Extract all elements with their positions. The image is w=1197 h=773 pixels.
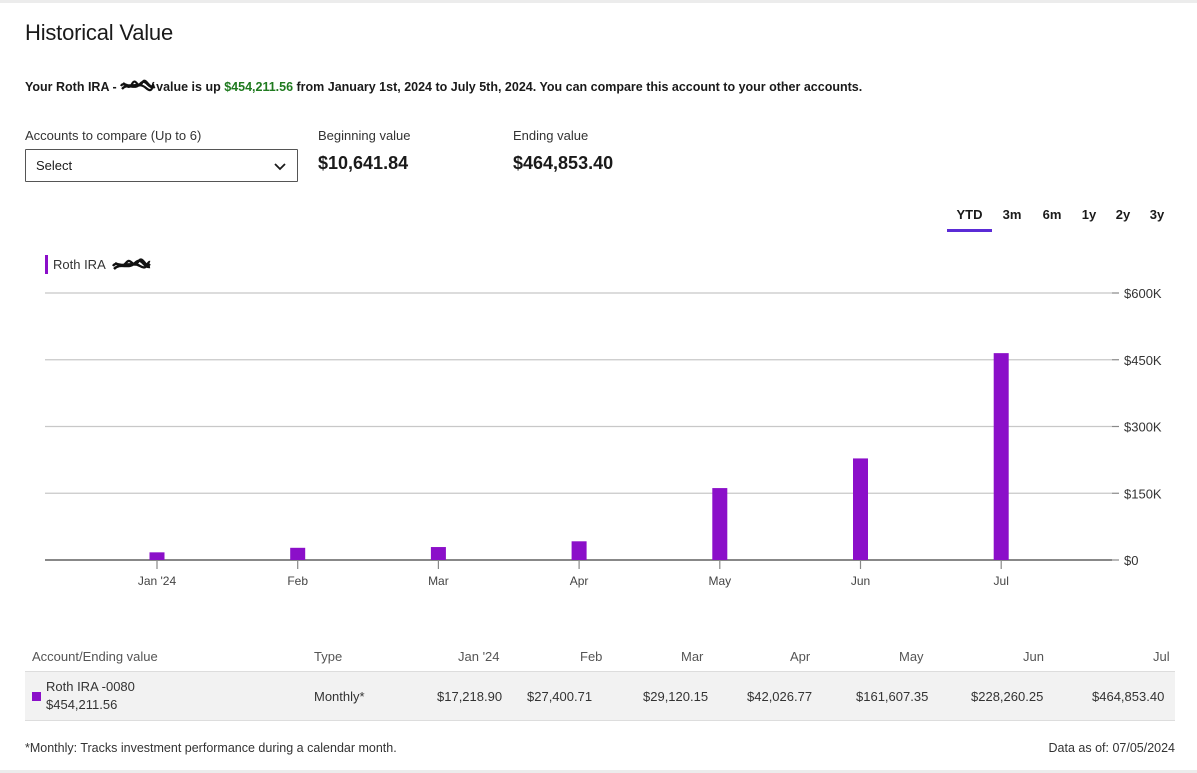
chart-legend: Roth IRA xyxy=(45,255,152,274)
x-tick-label: Mar xyxy=(428,574,449,588)
x-tick-label: Apr xyxy=(570,574,589,588)
historical-value-chart: $0 $150K $300K $450K $600K Jan '24 Feb Mar Apr M… xyxy=(45,286,1162,588)
y-tick-label: $600K xyxy=(1124,286,1162,301)
performance-summary: Your Roth IRA - value is up $454,211.56 … xyxy=(25,79,862,94)
ending-value: $464,853.40 xyxy=(513,153,614,173)
beginning-value-label: Beginning value xyxy=(318,128,411,143)
tab-2y[interactable]: 2y xyxy=(1115,207,1131,222)
tab-1y[interactable]: 1y xyxy=(1081,207,1097,222)
row-swatch xyxy=(32,692,41,701)
bar-1[interactable] xyxy=(290,547,306,560)
row-value-jul: $464,853.40 xyxy=(1092,689,1165,704)
y-tick-label: $0 xyxy=(1124,553,1138,568)
x-tick-label: Jan '24 xyxy=(138,574,177,588)
header-jan: Jan '24 xyxy=(458,649,500,664)
chevron-down-icon xyxy=(274,163,286,171)
bar-3[interactable] xyxy=(571,541,587,560)
tab-6m[interactable]: 6m xyxy=(1042,207,1062,222)
x-tick-label: Jul xyxy=(994,574,1009,588)
chart-gridlines xyxy=(45,292,1119,561)
header-account: Account/Ending value xyxy=(32,649,158,664)
row-account-name: Roth IRA -0080 xyxy=(46,679,135,694)
redaction-scribble xyxy=(120,79,156,92)
x-tick-label: Feb xyxy=(287,574,308,588)
row-value-jun: $228,260.25 xyxy=(971,689,1044,704)
y-tick-label: $150K xyxy=(1124,486,1162,501)
summary-middle: value is up xyxy=(156,80,225,94)
row-value-mar: $29,120.15 xyxy=(643,689,709,704)
y-tick-label: $300K xyxy=(1124,420,1162,435)
row-value-feb: $27,400.71 xyxy=(527,689,593,704)
header-apr: Apr xyxy=(790,649,811,664)
summary-suffix: from January 1st, 2024 to July 5th, 2024… xyxy=(293,80,863,94)
header-may: May xyxy=(899,649,924,664)
bar-6[interactable] xyxy=(993,353,1009,560)
row-value-jan: $17,218.90 xyxy=(437,689,503,704)
x-tick-label: Jun xyxy=(851,574,870,588)
active-tab-indicator xyxy=(947,229,992,232)
compare-accounts-select[interactable]: Select xyxy=(25,149,298,182)
tab-3m[interactable]: 3m xyxy=(1002,207,1022,222)
row-value-may: $161,607.35 xyxy=(856,689,929,704)
bar-5[interactable] xyxy=(853,458,868,560)
compare-label: Accounts to compare (Up to 6) xyxy=(25,128,202,143)
table-row: Roth IRA -0080 $454,211.56 Monthly* $17,… xyxy=(25,671,1175,721)
header-jul: Jul xyxy=(1153,649,1170,664)
bar-2[interactable] xyxy=(430,547,446,560)
redaction-scribble xyxy=(111,257,151,270)
legend-label: Roth IRA xyxy=(53,257,106,272)
page-title: Historical Value xyxy=(25,20,174,45)
row-value-apr: $42,026.77 xyxy=(747,689,813,704)
row-type: Monthly* xyxy=(314,689,365,704)
x-tick-label: May xyxy=(708,574,731,588)
x-axis-labels: Jan '24 Feb Mar Apr May Jun Jul xyxy=(138,560,1009,588)
beginning-value: $10,641.84 xyxy=(318,153,409,173)
row-account-ending: $454,211.56 xyxy=(46,697,118,712)
header-jun: Jun xyxy=(1023,649,1044,664)
bar-0[interactable] xyxy=(149,552,165,560)
footnote: *Monthly: Tracks investment performance … xyxy=(25,741,397,755)
compare-select-value: Select xyxy=(36,158,73,173)
header-mar: Mar xyxy=(681,649,704,664)
top-divider xyxy=(0,0,1197,3)
gain-amount: $454,211.56 xyxy=(224,80,294,94)
y-tick-label: $450K xyxy=(1124,353,1162,368)
bottom-divider xyxy=(0,770,1197,773)
data-as-of: Data as of: 07/05/2024 xyxy=(1048,741,1175,755)
bar-4[interactable] xyxy=(712,488,728,560)
legend-swatch xyxy=(45,255,48,274)
header-feb: Feb xyxy=(580,649,603,664)
y-axis-labels: $0 $150K $300K $450K $600K xyxy=(1124,286,1162,568)
tab-ytd[interactable]: YTD xyxy=(956,207,983,222)
header-type: Type xyxy=(314,649,343,664)
ending-value-label: Ending value xyxy=(513,128,589,143)
tab-3y[interactable]: 3y xyxy=(1149,207,1165,222)
chart-bars xyxy=(149,353,1009,560)
summary-prefix: Your Roth IRA - xyxy=(25,80,121,94)
